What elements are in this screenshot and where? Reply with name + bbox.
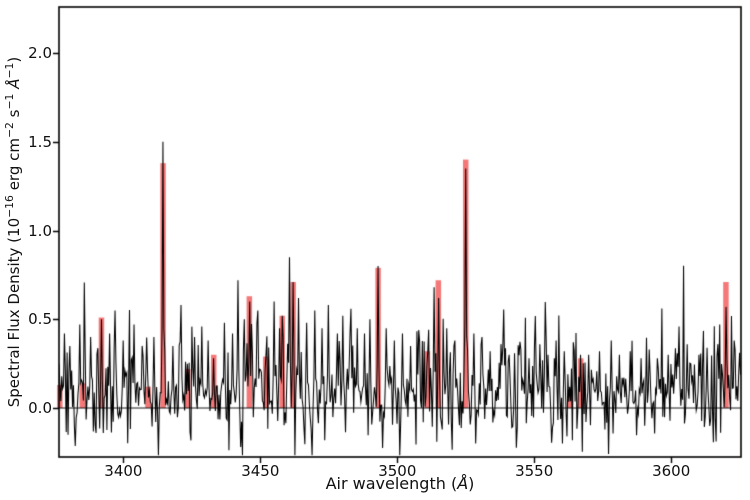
x-tick-label: 3550 [515,462,554,480]
y-tick-label: 2.0 [28,44,52,63]
x-tick-label: 3400 [104,462,143,480]
y-tick-label: 0.0 [28,399,52,417]
y-tick-label: 1.0 [28,221,52,240]
y-tick-label: 0.5 [28,310,52,329]
x-tick-label: 3600 [652,462,691,480]
x-tick-label: 3450 [241,462,280,480]
y-tick-label: 1.5 [28,132,52,151]
y-axis-label: Spectral Flux Density (10−16 erg cm−2 s−… [3,56,23,408]
x-tick-label: 3500 [378,462,417,480]
x-axis-label: Air wavelength (Å) [325,474,475,493]
